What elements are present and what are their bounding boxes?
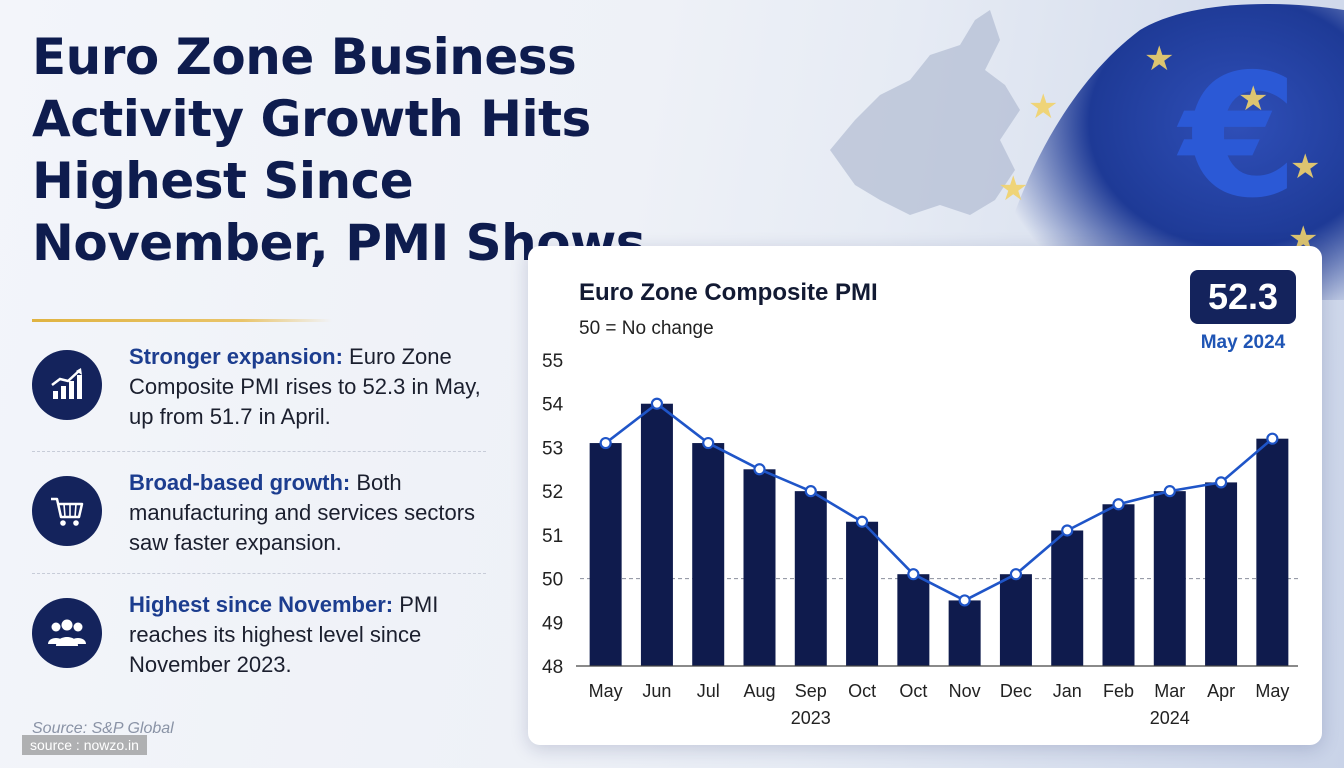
star-icon: ★: [998, 169, 1028, 209]
line-point: [804, 485, 817, 498]
x-tick-label: Jun: [642, 681, 671, 701]
star-icon: ★: [1144, 39, 1174, 79]
y-tick-label: 52: [542, 482, 563, 503]
year-label: 2024: [1150, 708, 1190, 728]
eu-backdrop-illustration: € ★ ★ ★ ★ ★ ★: [830, 4, 1344, 300]
key-point-body: PMI reaches its highest level since Nove…: [129, 592, 439, 677]
x-tick-label: Jul: [697, 681, 720, 701]
x-tick-label: Oct: [848, 681, 876, 701]
x-tick-label: Mar: [1154, 681, 1185, 701]
y-tick-label: 53: [542, 438, 563, 459]
y-tick-label: 49: [542, 613, 563, 634]
y-tick-label: 50: [542, 570, 563, 591]
key-point-text: Stronger expansion: Euro Zone Composite …: [129, 342, 489, 432]
line-point: [1061, 524, 1074, 537]
key-point-stronger-expansion: Stronger expansion: Euro Zone Composite …: [32, 342, 492, 442]
eu-flag-swoosh: [990, 4, 1344, 300]
headline-underline: [32, 319, 332, 322]
source-note: Source: S&P Global: [32, 720, 174, 737]
bar: [1102, 504, 1135, 666]
y-tick-label: 54: [542, 395, 564, 416]
bar: [846, 521, 879, 666]
line-point: [958, 594, 971, 607]
y-tick-label: 48: [542, 657, 563, 678]
latest-period-label: May 2024: [1200, 332, 1286, 353]
divider: [32, 573, 486, 574]
watermark: source : nowzo.in: [22, 735, 147, 755]
bar: [1051, 530, 1084, 666]
shopping-cart-icon: [32, 476, 102, 546]
bar: [1153, 491, 1186, 666]
bar: [743, 469, 776, 666]
x-tick-label: Oct: [899, 681, 927, 701]
pmi-chart: 48 49 50 51 52 53 54 55 May Jun Jul Aug Sep Oct Oct Nov…: [542, 351, 1298, 728]
line-point: [907, 568, 920, 581]
bar: [794, 491, 827, 666]
star-icon: ★: [1238, 79, 1268, 119]
line-point: [855, 515, 869, 528]
people-group-icon: [32, 598, 102, 668]
star-icon: ★: [1028, 87, 1058, 127]
line-point: [1163, 485, 1176, 498]
x-tick-label: Aug: [743, 681, 775, 701]
bar: [999, 574, 1032, 666]
x-tick-label: Jan: [1053, 681, 1082, 701]
key-point-body: Euro Zone Composite PMI rises to 52.3 in…: [129, 344, 481, 429]
line-point: [1112, 498, 1125, 511]
key-point-lead: Highest since November:: [129, 592, 394, 617]
europe-map-silhouette: [830, 10, 1020, 215]
x-tick-label: May: [589, 681, 623, 701]
bar: [948, 600, 981, 666]
line-point: [1214, 476, 1228, 489]
line-point: [599, 436, 612, 450]
x-tick-label: Sep: [795, 681, 827, 701]
growth-chart-icon: [32, 350, 102, 420]
chart-subtitle: 50 = No change: [579, 318, 714, 339]
key-point-body: Both manufacturing and services sectors …: [129, 470, 476, 555]
x-tick-label: Nov: [949, 681, 981, 701]
year-label: 2023: [791, 708, 831, 728]
bar: [1256, 438, 1289, 666]
x-tick-label: Dec: [1000, 681, 1032, 701]
key-point-text: Highest since November: PMI reaches its …: [129, 590, 489, 680]
line-point: [1009, 568, 1023, 581]
chart-title: Euro Zone Composite PMI: [579, 279, 878, 306]
latest-value-badge: 52.3: [1190, 270, 1296, 324]
key-point-lead: Stronger expansion:: [129, 344, 343, 369]
eu-stars: ★ ★ ★ ★ ★ ★: [998, 39, 1320, 259]
bar: [640, 403, 673, 666]
bar: [589, 443, 622, 666]
x-tick-label: Apr: [1207, 681, 1235, 701]
bar: [692, 443, 725, 666]
star-icon: ★: [1290, 147, 1320, 187]
bar: [1205, 482, 1238, 666]
line-point: [1266, 432, 1279, 445]
key-point-text: Broad-based growth: Both manufacturing a…: [129, 468, 489, 558]
chart-card: 48 49 50 51 52 53 54 55 May Jun Jul Aug Sep Oct Oct Nov…: [528, 246, 1322, 745]
key-point-lead: Broad-based growth:: [129, 470, 351, 495]
line-point: [650, 397, 664, 410]
bar: [897, 574, 930, 666]
headline: Euro Zone Business Activity Growth Hits …: [32, 28, 646, 272]
x-tick-label: Feb: [1103, 681, 1134, 701]
series-line: [604, 402, 1274, 602]
y-tick-label: 55: [542, 351, 563, 372]
euro-symbol-icon: €: [1176, 38, 1298, 236]
key-point-broad-based-growth: Broad-based growth: Both manufacturing a…: [32, 468, 492, 568]
key-point-highest-since-november: Highest since November: PMI reaches its …: [32, 590, 492, 690]
divider: [32, 451, 486, 452]
line-point: [702, 436, 715, 450]
y-tick-label: 51: [542, 526, 563, 547]
x-tick-label: May: [1255, 681, 1289, 701]
line-point: [753, 463, 766, 476]
